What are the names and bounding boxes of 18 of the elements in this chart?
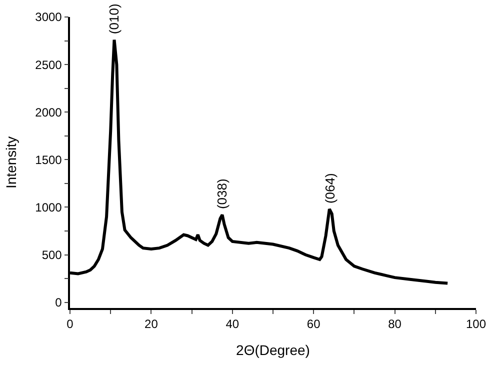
y-tick-label: 2000 xyxy=(35,105,62,120)
x-tick-label: 100 xyxy=(466,317,486,332)
y-tick-label: 1500 xyxy=(35,152,62,167)
x-tick-label: 80 xyxy=(388,317,402,332)
annotation: (064) xyxy=(322,173,338,204)
y-tick-label: 2500 xyxy=(35,58,62,72)
annotation: (038) xyxy=(214,178,230,210)
x-tick-label: 20 xyxy=(144,317,158,332)
x-tick-label: 0 xyxy=(66,317,74,332)
x-axis-title: 2Θ(Degree) xyxy=(236,342,310,358)
y-tick-label: 0 xyxy=(55,295,62,310)
annotation: (010) xyxy=(106,4,122,34)
y-tick-label: 500 xyxy=(42,248,62,262)
y-tick-label: 1000 xyxy=(35,200,62,214)
x-tick-label: 60 xyxy=(306,317,321,332)
y-tick-label: 3000 xyxy=(35,10,62,24)
y-axis-title: Intensity xyxy=(3,136,20,189)
x-tick-label: 40 xyxy=(226,317,240,332)
